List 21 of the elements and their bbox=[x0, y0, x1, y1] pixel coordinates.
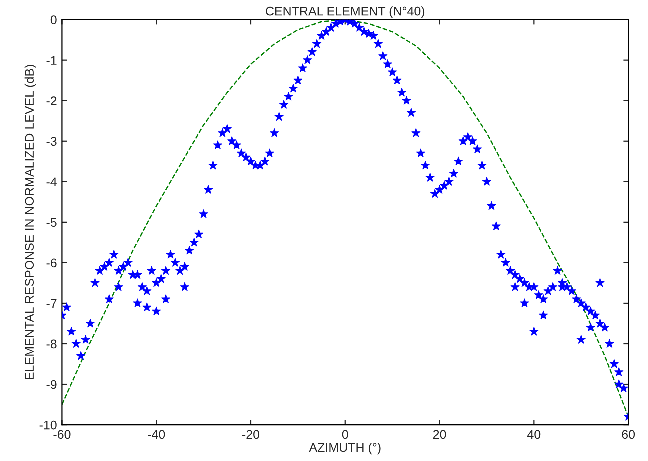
y-tick-label: -7 bbox=[46, 299, 57, 308]
chart-title: CENTRAL ELEMENT (N°40) bbox=[266, 6, 425, 18]
y-tick-label: -2 bbox=[46, 96, 57, 106]
y-tick-label: 0 bbox=[50, 16, 57, 24]
x-tick-label: -40 bbox=[148, 430, 166, 440]
y-tick-label: -10 bbox=[40, 420, 57, 430]
y-tick-label: -3 bbox=[46, 137, 57, 146]
x-tick-label: 0 bbox=[342, 430, 348, 440]
y-tick-label: -9 bbox=[46, 380, 57, 390]
x-axis-title: AZIMUTH (°) bbox=[309, 442, 381, 455]
y-tick-label: -8 bbox=[46, 340, 57, 349]
y-tick-label: -6 bbox=[46, 258, 57, 268]
x-tick-label: -20 bbox=[242, 430, 260, 440]
y-tick-label: -1 bbox=[46, 56, 57, 65]
y-axis-title: ELEMENTAL RESPONSE IN NORMALIZED LEVEL (dB) bbox=[24, 65, 36, 380]
x-tick-label: -60 bbox=[54, 430, 71, 440]
y-tick-label: -5 bbox=[46, 218, 57, 228]
y-tick-label: -4 bbox=[46, 178, 57, 186]
x-tick-label: 20 bbox=[433, 430, 446, 440]
x-tick-label: 60 bbox=[622, 430, 636, 440]
x-tick-label: 40 bbox=[528, 430, 541, 440]
